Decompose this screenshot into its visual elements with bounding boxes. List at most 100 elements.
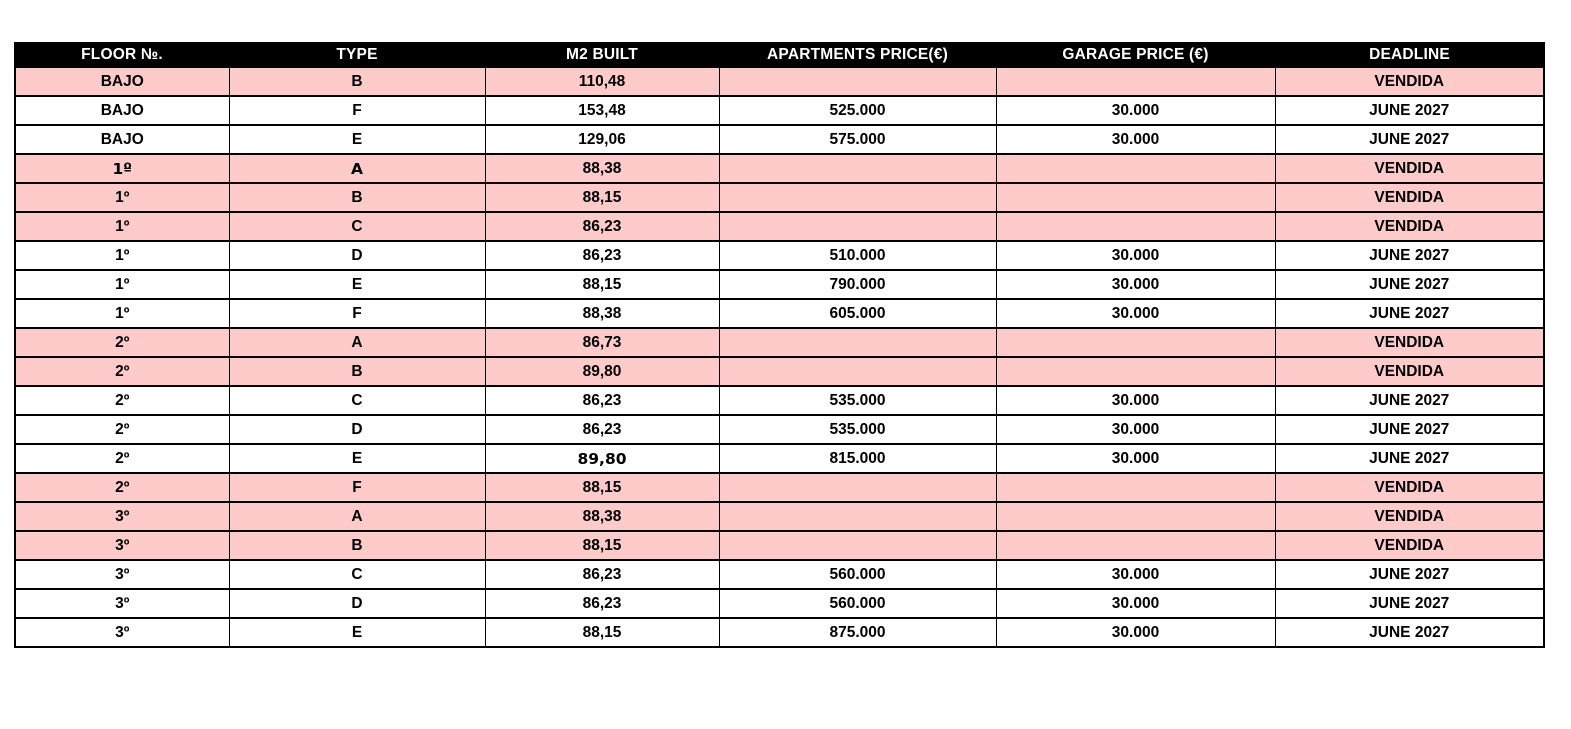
table-row: 3º C 86,23 560.000 30.000 JUNE 2027	[14, 559, 1545, 590]
cell-garage-price: 30.000	[995, 617, 1276, 648]
cell-m2-built: 88,15	[484, 472, 720, 503]
table-body: BAJO B 110,48 VENDIDA BAJO F 153,48 525.000 30.0…	[14, 66, 1545, 648]
cell-m2-built: 86,23	[484, 559, 720, 590]
cell-type: C	[228, 211, 486, 242]
cell-apartments-price: 510.000	[718, 240, 997, 271]
cell-deadline: JUNE 2027	[1274, 95, 1545, 126]
cell-deadline: JUNE 2027	[1274, 559, 1545, 590]
cell-garage-price	[995, 530, 1276, 561]
cell-deadline: JUNE 2027	[1274, 269, 1545, 300]
cell-type: E	[228, 443, 486, 474]
cell-apartments-price	[718, 472, 997, 503]
table-row: 1º F 88,38 605.000 30.000 JUNE 2027	[14, 298, 1545, 329]
cell-apartments-price: 560.000	[718, 588, 997, 619]
cell-deadline: JUNE 2027	[1274, 385, 1545, 416]
cell-floor: 3º	[14, 617, 230, 648]
cell-apartments-price	[718, 153, 997, 184]
cell-m2-built: 86,23	[484, 588, 720, 619]
cell-type: D	[228, 240, 486, 271]
cell-type: D	[228, 588, 486, 619]
cell-apartments-price: 605.000	[718, 298, 997, 329]
cell-floor: 1º	[14, 298, 230, 329]
cell-deadline: JUNE 2027	[1274, 443, 1545, 474]
cell-floor: 2º	[14, 356, 230, 387]
cell-m2-built: 88,15	[484, 182, 720, 213]
floor-ordinal: º	[123, 159, 133, 178]
table-row: 2º C 86,23 535.000 30.000 JUNE 2027	[14, 385, 1545, 416]
cell-garage-price: 30.000	[995, 588, 1276, 619]
cell-m2-built: 89,80	[484, 443, 720, 474]
cell-garage-price: 30.000	[995, 240, 1276, 271]
cell-type: F	[228, 298, 486, 329]
cell-deadline: VENDIDA	[1274, 153, 1545, 184]
cell-floor: BAJO	[14, 66, 230, 97]
cell-m2-built: 86,23	[484, 211, 720, 242]
cell-deadline: JUNE 2027	[1274, 588, 1545, 619]
cell-m2-built: 153,48	[484, 95, 720, 126]
cell-apartments-price	[718, 66, 997, 97]
cell-deadline: VENDIDA	[1274, 501, 1545, 532]
cell-deadline: JUNE 2027	[1274, 124, 1545, 155]
cell-m2-built: 88,15	[484, 530, 720, 561]
cell-m2-built: 88,38	[484, 153, 720, 184]
cell-garage-price: 30.000	[995, 559, 1276, 590]
cell-apartments-price: 875.000	[718, 617, 997, 648]
cell-garage-price	[995, 182, 1276, 213]
cell-apartments-price	[718, 182, 997, 213]
cell-type: A	[228, 153, 486, 184]
cell-apartments-price: 790.000	[718, 269, 997, 300]
cell-type: A	[228, 501, 486, 532]
cell-type: B	[228, 356, 486, 387]
cell-type: B	[228, 530, 486, 561]
table-row: 2º F 88,15 VENDIDA	[14, 472, 1545, 503]
cell-type: E	[228, 124, 486, 155]
cell-apartments-price: 815.000	[718, 443, 997, 474]
cell-m2-built: 86,73	[484, 327, 720, 358]
cell-garage-price	[995, 153, 1276, 184]
cell-apartments-price: 535.000	[718, 414, 997, 445]
cell-floor: BAJO	[14, 124, 230, 155]
cell-garage-price: 30.000	[995, 385, 1276, 416]
cell-apartments-price: 575.000	[718, 124, 997, 155]
cell-garage-price	[995, 356, 1276, 387]
cell-floor: 3º	[14, 501, 230, 532]
cell-type: B	[228, 66, 486, 97]
table-row: 3º A 88,38 VENDIDA	[14, 501, 1545, 532]
cell-floor: 2º	[14, 385, 230, 416]
cell-m2-built: 88,38	[484, 501, 720, 532]
cell-type: C	[228, 385, 486, 416]
table-row: BAJO B 110,48 VENDIDA	[14, 66, 1545, 97]
table-row: 2º E 89,80 815.000 30.000 JUNE 2027	[14, 443, 1545, 474]
cell-type: F	[228, 472, 486, 503]
cell-apartments-price: 560.000	[718, 559, 997, 590]
cell-floor: 1º	[14, 269, 230, 300]
cell-deadline: JUNE 2027	[1274, 298, 1545, 329]
cell-floor: 3º	[14, 530, 230, 561]
cell-floor: 1º	[14, 153, 230, 184]
cell-m2-built: 129,06	[484, 124, 720, 155]
cell-floor: 1º	[14, 182, 230, 213]
cell-apartments-price: 525.000	[718, 95, 997, 126]
column-header-type: TYPE	[228, 42, 486, 68]
table-row: 3º D 86,23 560.000 30.000 JUNE 2027	[14, 588, 1545, 619]
cell-garage-price: 30.000	[995, 95, 1276, 126]
cell-type: B	[228, 182, 486, 213]
cell-m2-built: 88,38	[484, 298, 720, 329]
cell-apartments-price	[718, 327, 997, 358]
cell-m2-built: 88,15	[484, 269, 720, 300]
cell-deadline: VENDIDA	[1274, 182, 1545, 213]
apartments-price-table: FLOOR №. TYPE M2 BUILT APARTMENTS PRICE(…	[14, 42, 1545, 648]
cell-garage-price	[995, 472, 1276, 503]
table-row: 2º B 89,80 VENDIDA	[14, 356, 1545, 387]
apartments-price-sheet: FLOOR №. TYPE M2 BUILT APARTMENTS PRICE(…	[14, 42, 1545, 648]
table-row: 3º B 88,15 VENDIDA	[14, 530, 1545, 561]
cell-apartments-price	[718, 530, 997, 561]
cell-garage-price	[995, 66, 1276, 97]
cell-garage-price: 30.000	[995, 124, 1276, 155]
cell-type: E	[228, 617, 486, 648]
cell-garage-price: 30.000	[995, 269, 1276, 300]
cell-deadline: VENDIDA	[1274, 211, 1545, 242]
cell-type: F	[228, 95, 486, 126]
cell-floor: 1º	[14, 240, 230, 271]
column-header-floor: FLOOR №.	[14, 42, 230, 68]
